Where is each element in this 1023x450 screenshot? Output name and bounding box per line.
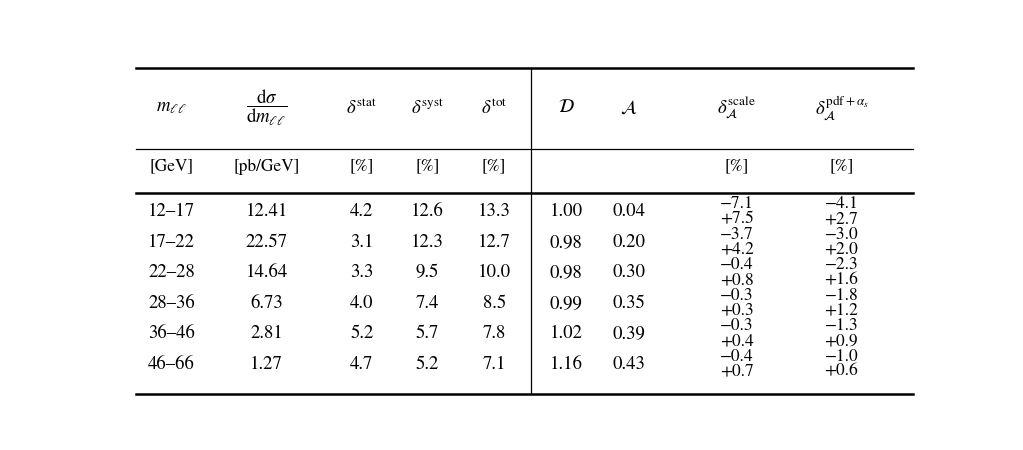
Text: 5.2: 5.2: [416, 356, 439, 373]
Text: $\delta_{\mathcal{A}}^{\mathrm{pdf}+\alpha_s}$: $\delta_{\mathcal{A}}^{\mathrm{pdf}+\alp…: [814, 94, 869, 121]
Text: −4.1: −4.1: [825, 196, 858, 212]
Text: 7.8: 7.8: [483, 325, 505, 342]
Text: 3.3: 3.3: [350, 264, 373, 281]
Text: 0.20: 0.20: [613, 234, 646, 251]
Text: $m_{\ell\ell}$: $m_{\ell\ell}$: [157, 99, 187, 116]
Text: 17–22: 17–22: [148, 234, 195, 251]
Text: $\mathcal{A}$: $\mathcal{A}$: [620, 99, 637, 117]
Text: −2.3: −2.3: [825, 257, 858, 273]
Text: +0.7: +0.7: [720, 364, 754, 380]
Text: 12.3: 12.3: [411, 234, 444, 251]
Text: 46–66: 46–66: [148, 356, 195, 373]
Text: 28–36: 28–36: [148, 295, 194, 312]
Text: 8.5: 8.5: [483, 295, 505, 312]
Text: [%]: [%]: [350, 158, 374, 175]
Text: 10.0: 10.0: [478, 264, 510, 281]
Text: 0.98: 0.98: [550, 234, 583, 251]
Text: 36–46: 36–46: [148, 325, 195, 342]
Text: −0.3: −0.3: [720, 318, 754, 334]
Text: $\delta^{\mathrm{tot}}$: $\delta^{\mathrm{tot}}$: [481, 98, 507, 117]
Text: −0.4: −0.4: [720, 348, 754, 364]
Text: 7.1: 7.1: [483, 356, 506, 373]
Text: −0.4: −0.4: [720, 257, 754, 273]
Text: 9.5: 9.5: [416, 264, 439, 281]
Text: $\delta^{\mathrm{stat}}$: $\delta^{\mathrm{stat}}$: [346, 98, 377, 117]
Text: 7.4: 7.4: [416, 295, 439, 312]
Text: 1.16: 1.16: [549, 356, 583, 373]
Text: $\delta^{\mathrm{syst}}$: $\delta^{\mathrm{syst}}$: [411, 98, 444, 117]
Text: 1.00: 1.00: [549, 203, 583, 220]
Text: +0.4: +0.4: [720, 333, 754, 349]
Text: +0.9: +0.9: [825, 333, 858, 349]
Text: 2.81: 2.81: [251, 325, 283, 342]
Text: +1.2: +1.2: [825, 303, 858, 319]
Text: −7.1: −7.1: [720, 196, 754, 212]
Text: 22–28: 22–28: [148, 264, 194, 281]
Text: 12.6: 12.6: [411, 203, 444, 220]
Text: −1.8: −1.8: [825, 288, 858, 303]
Text: +4.2: +4.2: [720, 242, 754, 258]
Text: 13.3: 13.3: [478, 203, 510, 220]
Text: +2.7: +2.7: [825, 211, 858, 227]
Text: [%]: [%]: [724, 158, 749, 175]
Text: [%]: [%]: [415, 158, 440, 175]
Text: 0.30: 0.30: [613, 264, 646, 281]
Text: −0.3: −0.3: [720, 288, 754, 303]
Text: 0.35: 0.35: [613, 295, 646, 312]
Text: 0.39: 0.39: [613, 325, 646, 342]
Text: −3.7: −3.7: [720, 226, 754, 243]
Text: 0.04: 0.04: [613, 203, 646, 220]
Text: 6.73: 6.73: [251, 295, 283, 312]
Text: −1.3: −1.3: [825, 318, 858, 334]
Text: 12.41: 12.41: [246, 203, 287, 220]
Text: [%]: [%]: [830, 158, 853, 175]
Text: 0.99: 0.99: [550, 295, 583, 312]
Text: [%]: [%]: [482, 158, 506, 175]
Text: [pb/GeV]: [pb/GeV]: [233, 158, 300, 175]
Text: 4.2: 4.2: [350, 203, 373, 220]
Text: +0.3: +0.3: [720, 303, 754, 319]
Text: 5.2: 5.2: [350, 325, 373, 342]
Text: −1.0: −1.0: [825, 348, 858, 364]
Text: 14.64: 14.64: [246, 264, 287, 281]
Text: +1.6: +1.6: [825, 272, 858, 288]
Text: 1.27: 1.27: [251, 356, 283, 373]
Text: 12.7: 12.7: [478, 234, 510, 251]
Text: $\mathcal{D}$: $\mathcal{D}$: [558, 99, 575, 116]
Text: 12–17: 12–17: [148, 203, 195, 220]
Text: +2.0: +2.0: [825, 242, 858, 258]
Text: 22.57: 22.57: [246, 234, 287, 251]
Text: 3.1: 3.1: [350, 234, 373, 251]
Text: 1.02: 1.02: [549, 325, 583, 342]
Text: 4.0: 4.0: [350, 295, 373, 312]
Text: [GeV]: [GeV]: [149, 158, 193, 175]
Text: $\delta_{\mathcal{A}}^{\mathrm{scale}}$: $\delta_{\mathcal{A}}^{\mathrm{scale}}$: [717, 95, 756, 121]
Text: +7.5: +7.5: [720, 211, 754, 227]
Text: +0.8: +0.8: [720, 272, 754, 288]
Text: $\dfrac{\mathrm{d}\sigma}{\mathrm{d}m_{\ell\ell}}$: $\dfrac{\mathrm{d}\sigma}{\mathrm{d}m_{\…: [247, 87, 287, 128]
Text: +0.6: +0.6: [825, 364, 858, 380]
Text: 5.7: 5.7: [416, 325, 439, 342]
Text: 0.98: 0.98: [550, 264, 583, 281]
Text: 0.43: 0.43: [613, 356, 646, 373]
Text: 4.7: 4.7: [350, 356, 373, 373]
Text: −3.0: −3.0: [825, 226, 858, 243]
